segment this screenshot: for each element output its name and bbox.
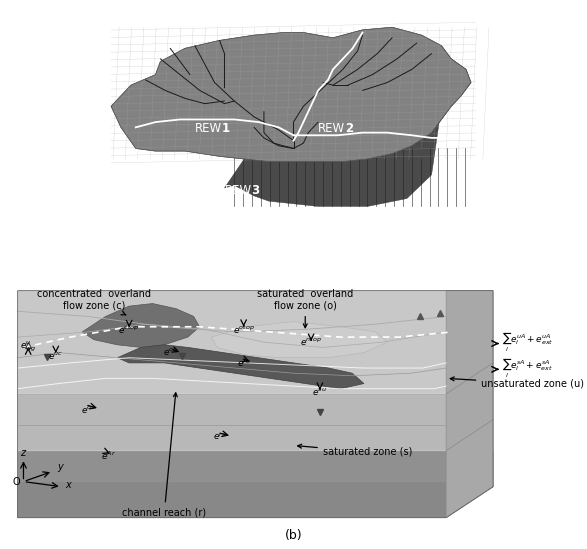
Text: 1: 1 [222, 122, 230, 135]
Text: $e^{rs}$: $e^{rs}$ [213, 430, 227, 442]
Text: saturated  overland
flow zone (o): saturated overland flow zone (o) [257, 289, 353, 328]
Text: channel reach (r): channel reach (r) [122, 393, 207, 517]
Text: (b): (b) [285, 529, 302, 542]
Text: z: z [20, 448, 25, 458]
Polygon shape [18, 419, 493, 481]
Text: $e^{Ar}$: $e^{Ar}$ [101, 450, 116, 462]
Text: O: O [13, 477, 20, 486]
Polygon shape [446, 290, 493, 518]
Text: unsaturated zone (u): unsaturated zone (u) [450, 377, 584, 389]
Text: $e^{uc}$: $e^{uc}$ [48, 350, 63, 361]
Text: $e_{wg}^{u}$: $e_{wg}^{u}$ [20, 340, 36, 355]
Polygon shape [18, 290, 493, 394]
Text: $e^{oc}$: $e^{oc}$ [163, 346, 178, 357]
Polygon shape [117, 345, 364, 389]
Polygon shape [18, 451, 493, 518]
Text: y: y [58, 462, 63, 472]
Text: $e^{ro}$: $e^{ro}$ [237, 357, 251, 369]
Text: REW: REW [224, 184, 252, 197]
Polygon shape [211, 322, 387, 358]
Text: $e^{otop}$: $e^{otop}$ [232, 323, 255, 335]
Text: $e^{ntop}$: $e^{ntop}$ [300, 336, 322, 349]
Polygon shape [224, 46, 471, 206]
Text: 3: 3 [252, 184, 259, 197]
Polygon shape [111, 27, 471, 161]
Polygon shape [82, 304, 200, 348]
Text: $\sum_l e_l^{uA} + e_{ext}^{uA}$: $\sum_l e_l^{uA} + e_{ext}^{uA}$ [502, 330, 554, 354]
Text: (a): (a) [285, 296, 302, 309]
Text: $e^{su}$: $e^{su}$ [312, 386, 328, 397]
Text: x: x [66, 480, 72, 490]
Text: concentrated  overland
flow zone (c): concentrated overland flow zone (c) [37, 289, 151, 315]
Text: 2: 2 [345, 122, 353, 135]
Text: $e^{ctop}$: $e^{ctop}$ [119, 323, 140, 335]
Text: $\sum_l e_l^{sA} + e_{ext}^{sA}$: $\sum_l e_l^{sA} + e_{ext}^{sA}$ [502, 356, 553, 380]
Text: $e^{os}$: $e^{os}$ [80, 404, 96, 415]
Text: REW: REW [318, 122, 345, 135]
Text: saturated zone (s): saturated zone (s) [298, 444, 412, 457]
Text: REW: REW [195, 122, 222, 135]
Polygon shape [18, 363, 493, 451]
